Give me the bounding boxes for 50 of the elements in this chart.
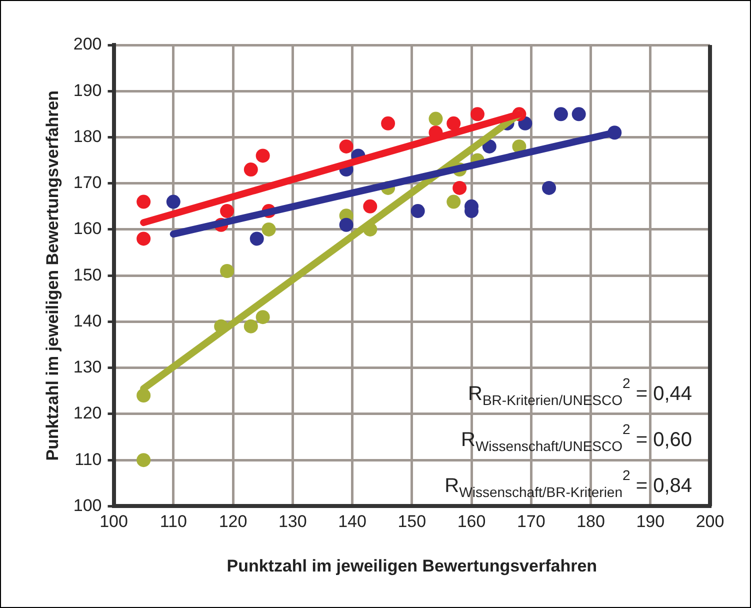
x-axis-title: Punktzahl im jeweiligen Bewertungsverfahren xyxy=(226,556,598,576)
point xyxy=(363,199,378,214)
x-tick-label: 150 xyxy=(398,512,426,532)
y-tick-label: 130 xyxy=(73,358,102,377)
x-tick-label: 130 xyxy=(278,512,307,532)
point xyxy=(256,148,270,163)
y-tick-label: 180 xyxy=(73,126,102,146)
x-tick-label: 190 xyxy=(636,512,665,532)
point xyxy=(428,112,443,126)
point xyxy=(136,194,151,209)
point xyxy=(482,139,496,154)
x-tick-label: 110 xyxy=(160,512,187,532)
point xyxy=(381,116,396,130)
x-tick-label: 180 xyxy=(576,512,605,532)
point xyxy=(410,204,425,218)
point xyxy=(554,107,568,122)
point xyxy=(136,232,151,246)
point xyxy=(220,204,234,218)
x-tick-label: 120 xyxy=(218,512,248,532)
point xyxy=(220,264,234,278)
y-tick-label: 140 xyxy=(73,311,102,330)
point xyxy=(256,310,270,324)
x-tick-label: 100 xyxy=(100,512,128,532)
y-tick-label: 170 xyxy=(73,173,102,192)
point xyxy=(136,453,151,468)
point xyxy=(542,180,556,195)
y-tick-label: 150 xyxy=(73,265,102,284)
x-tick-label: 170 xyxy=(516,512,546,532)
point xyxy=(339,218,354,232)
x-tick-label: 200 xyxy=(696,512,724,532)
point xyxy=(452,180,467,195)
y-tick-label: 100 xyxy=(73,496,102,515)
point xyxy=(339,139,354,154)
y-tick-label: 190 xyxy=(73,80,102,100)
y-tick-label: 160 xyxy=(73,219,102,238)
point xyxy=(446,116,461,130)
point xyxy=(470,107,484,122)
y-tick-label: 110 xyxy=(74,450,102,469)
y-tick-label: 120 xyxy=(73,404,102,423)
point xyxy=(250,232,264,246)
point xyxy=(572,107,586,122)
point xyxy=(244,162,258,177)
x-tick-label: 140 xyxy=(338,512,366,532)
point xyxy=(244,319,258,334)
x-tick-label: 160 xyxy=(457,512,486,532)
y-tick-label: 200 xyxy=(73,34,102,54)
y-axis-title: Punktzahl im jeweiligen Bewertungsverfahren xyxy=(42,90,62,461)
point xyxy=(446,194,461,209)
point xyxy=(262,222,276,236)
point xyxy=(166,194,180,209)
